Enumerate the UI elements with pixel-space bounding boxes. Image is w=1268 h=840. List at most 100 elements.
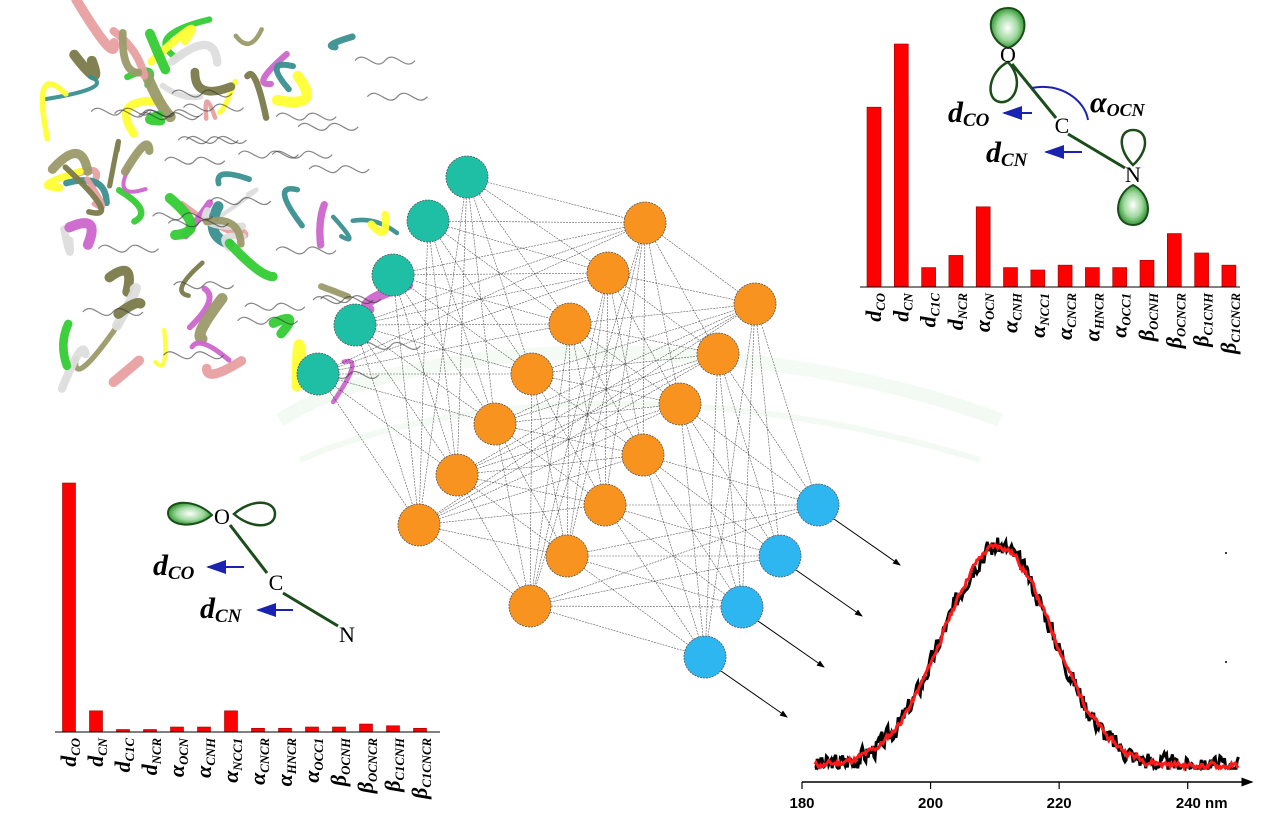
network-edge [354, 324, 458, 476]
bar [1003, 267, 1018, 288]
hidden-node [623, 201, 667, 245]
network-edge [466, 176, 571, 325]
bar-tick-label: βOCNH [1134, 292, 1161, 342]
network-edge [427, 220, 458, 476]
bar-chart-top-right-tick-labels: dCOdCNdC1CdNCRαOCNαCNHαNCC1αCNCRαHNCRαOC… [861, 292, 1243, 355]
bar-tick-label: dNCR [943, 293, 970, 331]
ribbon-segment [62, 164, 105, 216]
spectrum-tick-label: 180 [789, 795, 814, 812]
network-edge [531, 373, 644, 456]
bar-tick-label: αOCC1 [1107, 293, 1134, 338]
oxygen-orbital-lobe-left [166, 501, 214, 526]
bar-tick-label: βC1CNH [380, 737, 407, 793]
ribbon-segment [69, 49, 101, 81]
spectrum-edge-mark [1225, 661, 1227, 663]
network-edge [456, 303, 756, 476]
network-edge [566, 555, 743, 608]
ribbon-helix-outline [366, 92, 428, 101]
network-edge [494, 423, 606, 506]
ribbon-helix-outline [164, 156, 226, 165]
network-edge [427, 220, 533, 375]
bar-chart-bottom-left-tick-labels: dCOdCNdC1CdNCRαOCNαCNHαNCC1αCNCRαHNCRαOC… [56, 737, 434, 800]
ribbon-segment [316, 201, 328, 249]
ribbon-helix-outline [237, 316, 299, 325]
ribbon-segment [144, 28, 171, 75]
output-arrow [795, 569, 863, 617]
dco-label-right: dCO [948, 96, 990, 131]
ribbon-helix-outline [90, 107, 152, 116]
bar [1167, 233, 1182, 288]
spectrum-line-chart: 180 200 220 240 nm [789, 535, 1254, 812]
cn-bond-right [1067, 132, 1126, 170]
network-edge [569, 323, 606, 506]
bar-tick-label: dCN [888, 292, 915, 322]
bar [1139, 259, 1155, 288]
network-edge [418, 454, 644, 526]
network-edge [494, 303, 756, 425]
atom-o-left: O [214, 504, 230, 529]
bar-tick-label: αCNH [191, 737, 218, 778]
atom-c-right: C [1055, 113, 1070, 138]
ribbon-helix-outline [82, 308, 144, 316]
network-edge [317, 373, 458, 476]
network-nodes [296, 155, 840, 679]
background-watermark [276, 345, 1003, 463]
hidden-node [696, 332, 740, 376]
bar [386, 725, 400, 733]
nitrogen-orbital-lobe-upper [1120, 128, 1147, 167]
network-edge [427, 220, 646, 224]
ribbon-segment [350, 217, 400, 236]
network-edge [604, 504, 781, 557]
ribbon-helix-outline [171, 89, 233, 98]
ribbon-segment [224, 238, 278, 282]
network-edge [644, 222, 756, 305]
spectrum-x-ticks: 180 200 220 240 nm [789, 782, 1228, 812]
ribbon-segment [104, 265, 135, 297]
ribbon-segment [190, 67, 236, 96]
ribbon-segment [330, 214, 352, 242]
ribbon-helix-outline [275, 246, 337, 255]
ribbon-segment [189, 340, 232, 363]
network-edge [354, 324, 496, 425]
network-edge [607, 272, 644, 456]
input-node [333, 303, 377, 347]
bar-chart-top-right: dCOdCNdC1CdNCRαOCNαCNHαNCC1αCNCRαHNCRαOC… [860, 43, 1243, 355]
oxygen-orbital-lobe-lower [989, 60, 1019, 104]
neural-network-diagram [296, 155, 901, 718]
ribbon-helix-outline [354, 56, 416, 65]
ribbon-helix-outline [173, 281, 235, 290]
network-edge [494, 423, 531, 607]
hidden-node [621, 433, 665, 477]
ribbon-helix-outline [297, 122, 359, 131]
hidden-node [435, 453, 479, 497]
atom-c-left: C [269, 570, 284, 595]
bar-tick-label: dCO [861, 293, 888, 322]
ribbon-helix-outline [244, 302, 306, 311]
ribbon-helix-outline [359, 341, 421, 350]
bar-chart-bottom-left: dCOdCNdC1CdNCRαOCNαCNHαNCC1αCNCRαHNCRαOC… [55, 482, 440, 800]
bar [1085, 267, 1100, 288]
output-arrow [833, 518, 901, 566]
co-bond-left [228, 524, 269, 574]
network-edge [607, 272, 719, 355]
ribbon-segment [108, 355, 144, 388]
spectrum-series-black [814, 535, 1240, 772]
cn-bond-left [282, 591, 339, 628]
ribbon-helix-outline [163, 351, 224, 360]
bar [948, 255, 964, 288]
bar-tick-label: αOCN [970, 292, 997, 332]
ribbon-segment [215, 171, 252, 187]
hidden-node [397, 503, 441, 547]
bar [197, 726, 211, 733]
oxygen-orbital-lobe-right [232, 501, 277, 527]
network-edge [529, 605, 706, 658]
network-edge [531, 373, 681, 405]
ocn-angle-arc [1031, 85, 1089, 121]
ribbon-helix-outline [237, 150, 299, 159]
bar [332, 726, 346, 733]
hidden-node [508, 584, 552, 628]
bar [359, 723, 373, 733]
network-output-arrows [720, 518, 901, 718]
spectrum-tick-label: 200 [918, 795, 943, 812]
bar-tick-label: βC1CNCR [1216, 293, 1243, 355]
